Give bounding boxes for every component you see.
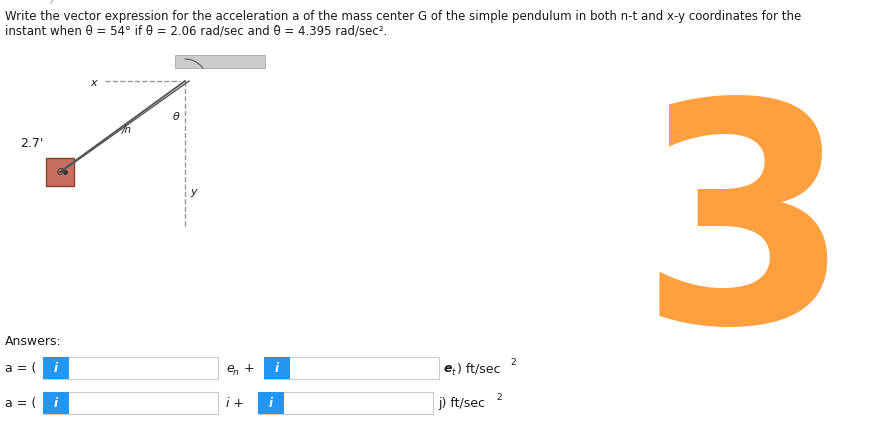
Text: i: i	[54, 362, 58, 374]
Text: Answers:: Answers:	[5, 334, 62, 347]
Text: e: e	[226, 362, 234, 374]
Text: e: e	[444, 362, 452, 374]
Text: i: i	[269, 396, 273, 410]
Bar	[175, 56, 265, 69]
Text: i: i	[275, 362, 279, 374]
Text: i: i	[54, 396, 58, 410]
Text: j) ft/sec: j) ft/sec	[438, 396, 485, 410]
Text: t: t	[451, 367, 454, 377]
Text: 3: 3	[639, 90, 851, 386]
Bar	[43, 357, 218, 379]
Polygon shape	[46, 159, 73, 187]
Text: Write the vector expression for the acceleration a of the mass center G of the s: Write the vector expression for the acce…	[5, 10, 801, 23]
Text: ) ft/sec: ) ft/sec	[457, 362, 500, 374]
Bar	[43, 392, 218, 414]
Text: 2: 2	[496, 392, 502, 402]
Text: i +: i +	[226, 396, 244, 410]
Text: /n: /n	[122, 125, 132, 135]
Text: 2: 2	[510, 358, 516, 367]
Text: a = (: a = (	[5, 396, 36, 410]
Bar	[43, 392, 69, 414]
Bar	[43, 357, 69, 379]
Text: +: +	[240, 362, 255, 374]
Text: a = (: a = (	[5, 362, 36, 374]
Bar	[264, 357, 290, 379]
Text: G: G	[56, 167, 63, 176]
Text: y: y	[190, 187, 197, 197]
Text: instant when θ = 54° if θ̇ = 2.06 rad/sec and θ̈ = 4.395 rad/sec².: instant when θ = 54° if θ̇ = 2.06 rad/se…	[5, 24, 387, 37]
Text: n: n	[233, 367, 239, 377]
Text: x: x	[90, 78, 97, 88]
Text: θ: θ	[173, 112, 180, 122]
Bar	[258, 392, 284, 414]
Bar	[258, 392, 433, 414]
Text: 2.7': 2.7'	[20, 137, 43, 150]
Bar	[264, 357, 439, 379]
